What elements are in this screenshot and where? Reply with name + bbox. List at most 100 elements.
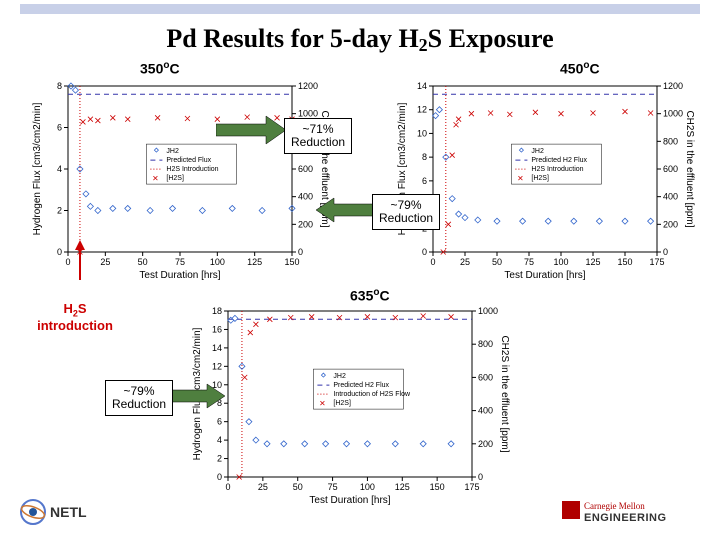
title-prefix: Pd Results for 5-day H: [166, 24, 418, 53]
svg-text:14: 14: [212, 343, 222, 353]
arrow-71-icon: [216, 112, 286, 148]
svg-text:175: 175: [649, 257, 664, 267]
svg-text:400: 400: [663, 192, 678, 202]
svg-text:0: 0: [478, 472, 483, 482]
svg-text:16: 16: [212, 324, 222, 334]
svg-text:50: 50: [492, 257, 502, 267]
svg-text:2: 2: [217, 454, 222, 464]
svg-text:50: 50: [293, 482, 303, 492]
svg-text:12: 12: [417, 105, 427, 115]
svg-text:Predicted H2 Flux: Predicted H2 Flux: [333, 382, 389, 389]
svg-text:[H2S]: [H2S]: [333, 400, 351, 407]
svg-text:0: 0: [217, 472, 222, 482]
svg-text:175: 175: [464, 482, 479, 492]
svg-text:75: 75: [328, 482, 338, 492]
svg-text:600: 600: [298, 164, 313, 174]
svg-text:0: 0: [298, 247, 303, 257]
temp-350-label: 350oC: [140, 60, 180, 77]
svg-text:1200: 1200: [298, 81, 318, 91]
svg-text:Test Duration [hrs]: Test Duration [hrs]: [139, 270, 220, 280]
h2s-intro-arrow-icon: [72, 240, 88, 280]
svg-text:12: 12: [212, 361, 222, 371]
arrow-79a-icon: [316, 194, 376, 226]
svg-text:CH2S in the effluent [ppm]: CH2S in the effluent [ppm]: [684, 110, 695, 227]
svg-text:600: 600: [663, 164, 678, 174]
svg-text:8: 8: [57, 81, 62, 91]
top-accent-bar: [20, 4, 700, 14]
chart-635c: 0255075100125150175024681012141618020040…: [190, 305, 510, 505]
h2s-intro-label: H2S introduction: [20, 302, 130, 334]
svg-text:125: 125: [395, 482, 410, 492]
callout-79a: ~79% Reduction: [372, 194, 440, 230]
svg-text:JH2: JH2: [166, 148, 179, 155]
svg-text:4: 4: [57, 164, 62, 174]
svg-text:Predicted Flux: Predicted Flux: [166, 157, 211, 164]
svg-text:25: 25: [258, 482, 268, 492]
temp-450-label: 450oC: [560, 60, 600, 77]
svg-text:100: 100: [210, 257, 225, 267]
svg-text:JH2: JH2: [333, 373, 346, 380]
svg-text:800: 800: [663, 136, 678, 146]
svg-text:125: 125: [585, 257, 600, 267]
callout-71: ~71% Reduction: [284, 118, 352, 154]
callout-79b: ~79% Reduction: [105, 380, 173, 416]
title-sub: 2: [419, 35, 428, 55]
svg-text:0: 0: [225, 482, 230, 492]
svg-text:200: 200: [298, 219, 313, 229]
svg-text:6: 6: [422, 176, 427, 186]
svg-text:0: 0: [65, 257, 70, 267]
svg-text:ENGINEERING: ENGINEERING: [584, 512, 667, 524]
svg-text:150: 150: [430, 482, 445, 492]
svg-text:600: 600: [478, 372, 493, 382]
svg-text:Test Duration [hrs]: Test Duration [hrs]: [504, 270, 585, 280]
svg-text:H2S Introduction: H2S Introduction: [166, 166, 218, 173]
svg-text:[H2S]: [H2S]: [166, 175, 184, 182]
svg-text:JH2: JH2: [531, 148, 544, 155]
svg-text:400: 400: [478, 406, 493, 416]
netl-logo: NETL: [18, 497, 88, 532]
svg-text:125: 125: [247, 257, 262, 267]
slide-title: Pd Results for 5-day H2S Exposure: [0, 24, 720, 54]
svg-text:200: 200: [478, 439, 493, 449]
svg-text:14: 14: [417, 81, 427, 91]
svg-text:18: 18: [212, 306, 222, 316]
svg-text:25: 25: [100, 257, 110, 267]
svg-text:1200: 1200: [663, 81, 683, 91]
arrow-79b-icon: [165, 380, 225, 412]
svg-text:400: 400: [298, 192, 313, 202]
svg-text:[H2S]: [H2S]: [531, 175, 549, 182]
svg-text:4: 4: [217, 435, 222, 445]
svg-text:Predicted H2 Flux: Predicted H2 Flux: [531, 157, 587, 164]
svg-text:800: 800: [478, 339, 493, 349]
svg-text:150: 150: [284, 257, 299, 267]
title-suffix: S Exposure: [428, 24, 554, 53]
svg-text:1000: 1000: [663, 109, 683, 119]
chart-450c: 0255075100125150175024681012140200400600…: [395, 80, 695, 280]
svg-text:25: 25: [460, 257, 470, 267]
svg-text:200: 200: [663, 219, 678, 229]
svg-text:CH2S in the effluent [ppm]: CH2S in the effluent [ppm]: [499, 335, 510, 452]
svg-text:75: 75: [524, 257, 534, 267]
svg-text:50: 50: [138, 257, 148, 267]
svg-text:0: 0: [430, 257, 435, 267]
svg-text:NETL: NETL: [50, 504, 87, 520]
svg-text:6: 6: [217, 417, 222, 427]
svg-text:100: 100: [360, 482, 375, 492]
svg-text:100: 100: [553, 257, 568, 267]
svg-text:Hydrogen Flux [cm3/cm2/min]: Hydrogen Flux [cm3/cm2/min]: [32, 102, 43, 235]
svg-text:0: 0: [57, 247, 62, 257]
svg-text:Carnegie Mellon: Carnegie Mellon: [584, 501, 645, 511]
svg-text:0: 0: [663, 247, 668, 257]
svg-text:10: 10: [417, 128, 427, 138]
svg-text:2: 2: [57, 206, 62, 216]
cmu-logo: Carnegie MellonENGINEERING: [562, 497, 702, 532]
svg-text:Introduction of H2S Flow: Introduction of H2S Flow: [333, 391, 411, 398]
svg-text:6: 6: [57, 123, 62, 133]
svg-text:Test Duration [hrs]: Test Duration [hrs]: [309, 495, 390, 505]
svg-text:1000: 1000: [478, 306, 498, 316]
svg-text:H2S Introduction: H2S Introduction: [531, 166, 583, 173]
svg-text:75: 75: [175, 257, 185, 267]
svg-text:0: 0: [422, 247, 427, 257]
temp-635-label: 635oC: [350, 287, 390, 304]
svg-text:150: 150: [617, 257, 632, 267]
